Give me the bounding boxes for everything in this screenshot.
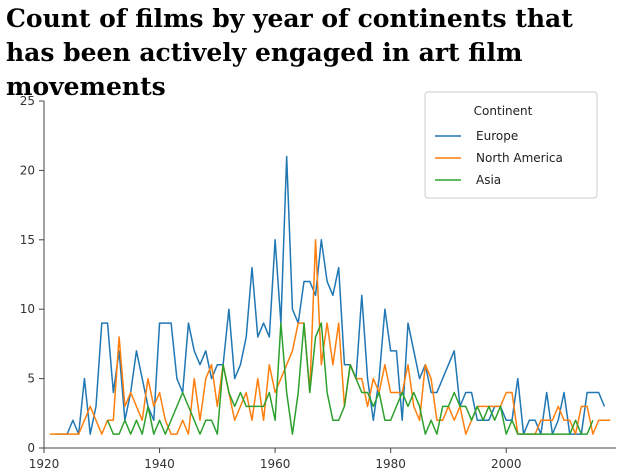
y-tick-label: 15: [20, 233, 35, 247]
series-line-north-america: [49, 239, 611, 435]
chart-title: Count of films by year of continents tha…: [6, 4, 573, 101]
x-tick-label: 1960: [260, 457, 291, 471]
legend-label: Asia: [476, 173, 501, 187]
legend: Continent Europe North America Asia: [424, 91, 598, 199]
y-tick-label: 20: [20, 163, 35, 177]
y-tick-label: 5: [27, 372, 35, 386]
legend-box: [424, 91, 598, 199]
y-tick-label: 0: [27, 441, 35, 455]
legend-label: North America: [476, 151, 563, 165]
y-tick-label: 10: [20, 302, 35, 316]
series-layer: [49, 155, 611, 435]
x-tick-label: 1920: [29, 457, 60, 471]
legend-label: Europe: [476, 129, 518, 143]
series-line-asia: [106, 322, 594, 435]
x-tick-label: 2000: [491, 457, 522, 471]
x-tick-label: 1940: [144, 457, 175, 471]
y-tick-label: 25: [20, 94, 35, 108]
series-line-europe: [55, 155, 606, 435]
axes: 0 5 10 15 20 25 1920 1940 1960 1980 2000: [20, 94, 616, 471]
legend-title: Continent: [474, 104, 533, 118]
x-tick-label: 1980: [375, 457, 406, 471]
